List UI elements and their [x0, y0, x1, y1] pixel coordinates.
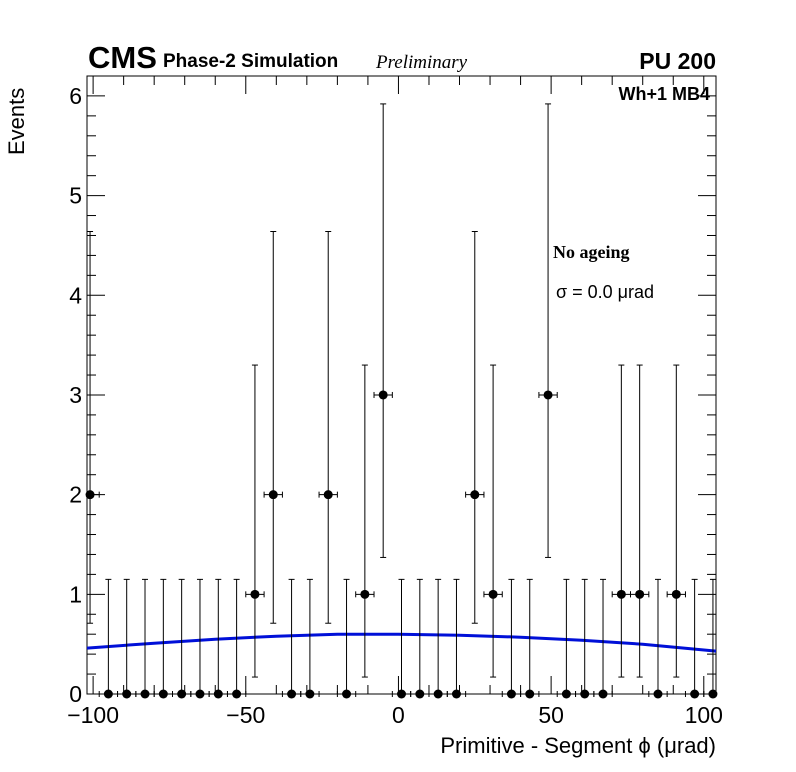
point-marker: [85, 490, 95, 500]
fit-curve: [86, 632, 717, 653]
data-point: [465, 230, 485, 624]
y-tick-label: 6: [69, 83, 82, 109]
data-point: [391, 578, 412, 699]
data-point: [171, 578, 192, 699]
data-point: [593, 578, 613, 699]
fit-curve-group: [86, 632, 717, 653]
ageing-label: No ageing: [553, 242, 630, 262]
y-tick-label: 2: [69, 482, 82, 508]
data-point: [611, 364, 632, 678]
data-point: [410, 578, 430, 699]
point-marker: [140, 689, 150, 699]
point-marker: [232, 689, 242, 699]
point-marker: [635, 589, 645, 599]
point-marker: [250, 589, 260, 599]
data-point: [373, 103, 393, 558]
data-point: [501, 578, 522, 699]
data-point: [648, 578, 668, 699]
x-tick-label: −100: [67, 702, 119, 728]
data-point: [318, 230, 338, 624]
y-tick-label: 4: [69, 282, 82, 308]
phase2-simulation-label: Phase-2 Simulation: [163, 51, 339, 72]
data-point: [446, 578, 467, 699]
point-marker: [653, 689, 663, 699]
data-point: [98, 578, 119, 699]
point-marker: [268, 490, 278, 500]
point-marker: [580, 689, 590, 699]
point-marker: [122, 689, 132, 699]
x-axis-title: Primitive - Segment ϕ (μrad): [440, 733, 716, 758]
data-point: [355, 364, 375, 678]
preliminary-label: Preliminary: [376, 52, 468, 73]
y-tick-label: 5: [69, 183, 82, 209]
data-point: [135, 578, 155, 699]
point-marker: [488, 589, 498, 599]
point-marker: [195, 689, 205, 699]
point-marker: [525, 689, 535, 699]
point-marker: [470, 490, 480, 500]
data-point: [190, 578, 210, 699]
point-marker: [690, 689, 700, 699]
point-marker: [378, 390, 388, 400]
point-marker: [616, 589, 626, 599]
data-point: [226, 578, 247, 699]
data-point: [85, 230, 100, 624]
point-marker: [543, 390, 553, 400]
point-marker: [598, 689, 608, 699]
point-marker: [671, 589, 681, 599]
point-marker: [451, 689, 461, 699]
point-marker: [177, 689, 187, 699]
data-point: [117, 578, 137, 699]
data-point: [263, 230, 283, 624]
data-point: [703, 578, 718, 699]
data-point: [245, 364, 265, 678]
data-point: [666, 364, 686, 678]
data-point: [336, 578, 357, 699]
data-point: [538, 103, 558, 558]
point-marker: [360, 589, 370, 599]
data-points: [85, 103, 718, 699]
data-point: [483, 364, 503, 678]
station-label: Wh+1 MB4: [618, 84, 710, 104]
point-marker: [397, 689, 406, 699]
y-tick-label: 1: [69, 581, 82, 607]
data-point: [300, 578, 320, 699]
data-point: [153, 578, 173, 699]
point-marker: [506, 689, 516, 699]
axis-ticks: −100 −50 0 50 100 0 1 2 3 4 5 6: [67, 75, 723, 728]
y-tick-label: 0: [69, 681, 82, 707]
data-point: [630, 364, 650, 678]
point-marker: [433, 689, 443, 699]
x-tick-label: −50: [226, 702, 265, 728]
x-tick-label: 0: [392, 702, 405, 728]
point-marker: [415, 689, 425, 699]
point-marker: [158, 689, 168, 699]
point-marker: [561, 689, 571, 699]
pileup-label: PU 200: [639, 48, 716, 74]
point-marker: [305, 689, 315, 699]
sigma-label: σ = 0.0 μrad: [556, 282, 655, 302]
y-tick-label: 3: [69, 382, 82, 408]
data-point: [575, 578, 595, 699]
x-tick-label: 50: [538, 702, 564, 728]
data-point: [684, 578, 705, 699]
data-point: [281, 578, 302, 699]
point-marker: [213, 689, 223, 699]
point-marker: [323, 490, 333, 500]
point-marker: [708, 689, 718, 699]
point-marker: [342, 689, 352, 699]
point-marker: [103, 689, 113, 699]
cms-label: CMS: [88, 40, 157, 75]
y-axis-title: Events: [4, 87, 29, 155]
data-point: [428, 578, 448, 699]
x-tick-label: 100: [685, 702, 723, 728]
data-point: [520, 578, 540, 699]
point-marker: [287, 689, 297, 699]
